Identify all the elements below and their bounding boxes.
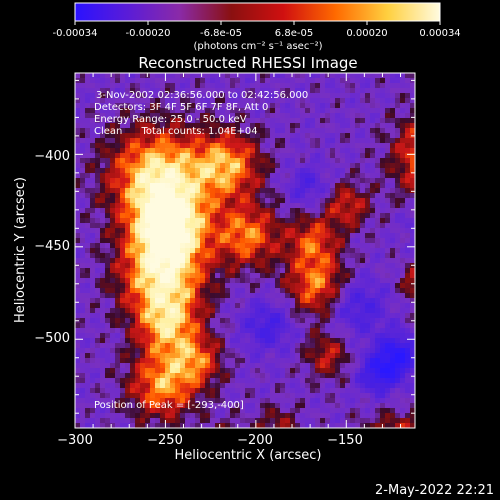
x-tick-label: −200	[237, 433, 273, 448]
x-tick-label: −150	[327, 433, 363, 448]
colorbar-units: (photons cm⁻² s⁻¹ asec⁻²)	[193, 41, 322, 52]
x-tick-labels: −300 −250 −200 −150	[57, 433, 363, 448]
annotation-time-range: 3-Nov-2002 02:36:56.000 to 02:42:56.000	[96, 90, 308, 101]
x-tick-label: −300	[57, 433, 93, 448]
axis-ticks	[74, 73, 415, 428]
y-tick-label: −450	[34, 239, 70, 254]
annotation-clean-counts: Clean Total counts: 1.04E+04	[94, 126, 258, 137]
annotation-energy-range: Energy Range: 25.0 - 50.0 keV	[94, 114, 247, 125]
colorbar-tick-label: 6.8e-05	[275, 28, 313, 39]
footer-timestamp: 2-May-2022 22:21	[375, 483, 494, 498]
annotation-detectors: Detectors: 3F 4F 5F 6F 7F 8F, Att 0	[94, 102, 268, 113]
colorbar-tick-label: 0.00034	[419, 28, 460, 39]
colorbar-tick-label: -0.00034	[53, 28, 98, 39]
colorbar	[74, 2, 441, 22]
annotation-peak-position: Position of Peak = [-293,-400]	[94, 400, 244, 411]
heatmap-image	[75, 73, 415, 428]
colorbar-tick-label: -0.00020	[126, 28, 171, 39]
x-tick-label: −250	[147, 433, 183, 448]
y-tick-labels: −400 −450 −500	[34, 149, 70, 346]
colorbar-tick-labels: -0.00034 -0.00020 -6.8e-05 6.8e-05 0.000…	[53, 28, 461, 39]
colorbar-tick-label: 0.00020	[346, 28, 387, 39]
x-axis-label: Heliocentric X (arcsec)	[175, 448, 322, 463]
colorbar-ticks	[74, 21, 441, 25]
y-axis-label: Heliocentric Y (arcsec)	[13, 177, 28, 323]
colorbar-tick-label: -6.8e-05	[200, 28, 242, 39]
plot-frame	[74, 72, 416, 429]
y-tick-label: −500	[34, 331, 70, 346]
chart-title: Reconstructed RHESSI Image	[138, 54, 357, 72]
y-tick-label: −400	[34, 149, 70, 164]
